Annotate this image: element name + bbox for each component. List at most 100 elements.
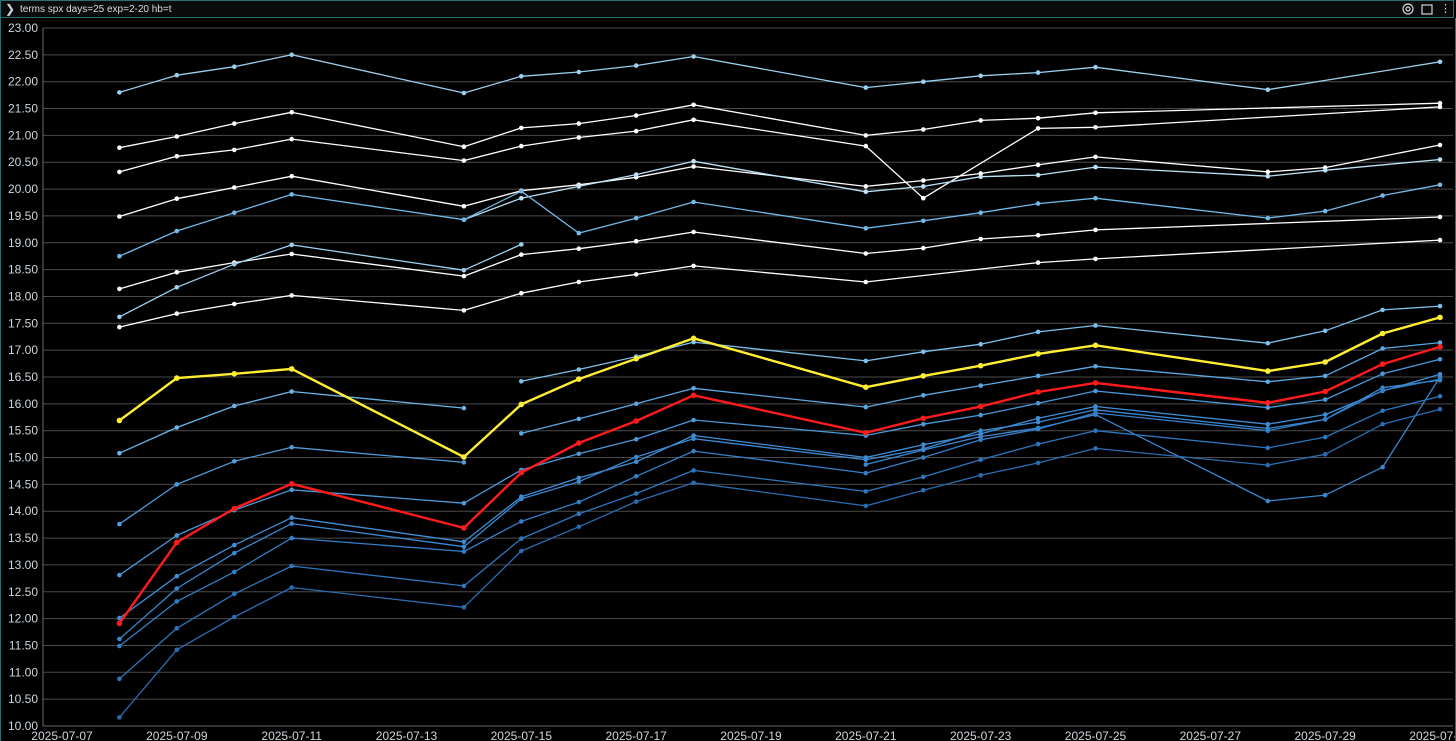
y-tick-label: 13.00	[8, 558, 38, 572]
series-21-point	[863, 430, 869, 436]
series-1-point	[921, 79, 926, 84]
series-5-point	[921, 184, 926, 189]
series-7-point	[289, 251, 295, 257]
series-20-point	[1035, 460, 1041, 466]
series-20-point	[1265, 462, 1271, 468]
series-4-point	[691, 164, 696, 169]
y-tick-label: 18.50	[8, 263, 38, 277]
series-2-point	[1035, 115, 1041, 121]
series-line-3	[119, 106, 1441, 199]
x-tick-label: 2025-07-31	[1409, 729, 1455, 741]
series-18-point	[921, 455, 926, 460]
series-2-point	[174, 134, 180, 139]
series-1-point	[633, 63, 639, 68]
series-11-point	[289, 389, 295, 394]
x-tick-label: 2025-07-07	[31, 729, 93, 741]
x-tick-label: 2025-07-11	[261, 729, 322, 741]
series-line-22	[118, 316, 1441, 459]
y-tick-label: 21.00	[8, 128, 38, 142]
series-20-point	[519, 548, 524, 554]
series-20-point	[633, 499, 639, 504]
series-12-point	[1380, 346, 1385, 351]
series-2-point	[232, 121, 237, 126]
series-8-point	[461, 267, 467, 273]
y-tick-label: 16.00	[8, 397, 38, 411]
series-16-point	[174, 586, 180, 591]
series-13-point	[117, 521, 122, 527]
series-11-point	[232, 403, 237, 409]
series-22-point	[1092, 342, 1099, 349]
series-2-point	[519, 125, 524, 131]
series-3-point	[174, 154, 180, 159]
series-6-point	[863, 226, 869, 231]
y-tick-label: 22.00	[8, 75, 38, 89]
series-10-point	[978, 341, 983, 347]
series-12-point	[1265, 379, 1271, 385]
series-14-point	[1437, 357, 1443, 362]
command-bar[interactable]: ❯ terms spx days=25 exp=2-20 hb=t ⋮	[0, 0, 1454, 18]
series-2-point	[633, 113, 639, 118]
y-tick-label: 19.50	[8, 209, 38, 223]
series-2-point	[1437, 100, 1443, 106]
series-21-point	[1379, 361, 1386, 367]
y-tick-label: 14.00	[8, 504, 38, 518]
series-21-point	[1092, 380, 1099, 386]
maximize-icon[interactable]	[1420, 3, 1434, 16]
series-line-19	[118, 395, 1441, 680]
series-7-point	[1093, 227, 1098, 233]
chart-panel: 10.00 10.50 11.00 11.50 12.00 12.50 13.00 13.50…	[0, 18, 1456, 741]
series-3-point	[633, 128, 639, 134]
series-21-point	[977, 403, 984, 410]
series-20-point	[691, 480, 696, 486]
more-icon[interactable]: ⋮	[1440, 3, 1451, 15]
series-21-point	[288, 481, 295, 487]
series-20-point	[1093, 446, 1098, 451]
series-1-point	[289, 52, 295, 58]
series-9-point	[461, 308, 467, 313]
series-7-point	[1035, 233, 1041, 238]
series-15-point	[691, 433, 696, 438]
series-21-point	[1265, 400, 1271, 406]
series-19-point	[1093, 428, 1098, 434]
series-4-point	[174, 196, 180, 201]
series-20-point	[1437, 406, 1443, 412]
series-22-point	[920, 373, 927, 379]
series-18-point	[519, 519, 524, 524]
series-13-point	[289, 445, 295, 450]
series-3-point	[519, 143, 524, 149]
series-6-point	[1035, 201, 1041, 206]
series-5-point	[1265, 173, 1271, 179]
series-line-18	[119, 378, 1441, 647]
series-10-point	[1265, 340, 1271, 346]
series-9-point	[174, 311, 180, 316]
y-tick-label: 17.00	[8, 343, 38, 357]
y-tick-label: 13.50	[8, 531, 38, 545]
y-tick-label: 17.50	[8, 316, 38, 330]
series-6-point	[978, 210, 983, 215]
series-6-point	[117, 253, 122, 259]
x-tick-label: 2025-07-15	[491, 729, 553, 741]
series-16-point	[576, 479, 582, 485]
command-text[interactable]: terms spx days=25 exp=2-20 hb=t	[20, 4, 172, 15]
series-19-point	[1035, 441, 1041, 447]
series-15-point	[576, 475, 582, 481]
y-tick-label: 22.50	[8, 48, 38, 62]
series-10-point	[1437, 303, 1443, 309]
series-7-point	[691, 229, 696, 235]
series-8-point	[289, 242, 295, 248]
series-9-point	[576, 279, 582, 285]
series-15-point	[461, 539, 467, 545]
series-12-point	[633, 401, 639, 407]
series-21-point	[1437, 344, 1443, 350]
series-9-point	[519, 290, 524, 296]
series-15-point	[1265, 421, 1271, 427]
series-19-point	[174, 626, 180, 631]
gear-icon[interactable]	[1401, 2, 1415, 16]
series-22-point	[174, 375, 180, 381]
series-1-point	[174, 72, 180, 78]
series-11-point	[461, 405, 467, 411]
series-17-point	[1322, 492, 1328, 498]
series-1-point	[691, 54, 696, 59]
series-1-point	[863, 85, 869, 90]
series-4-point	[461, 204, 467, 209]
